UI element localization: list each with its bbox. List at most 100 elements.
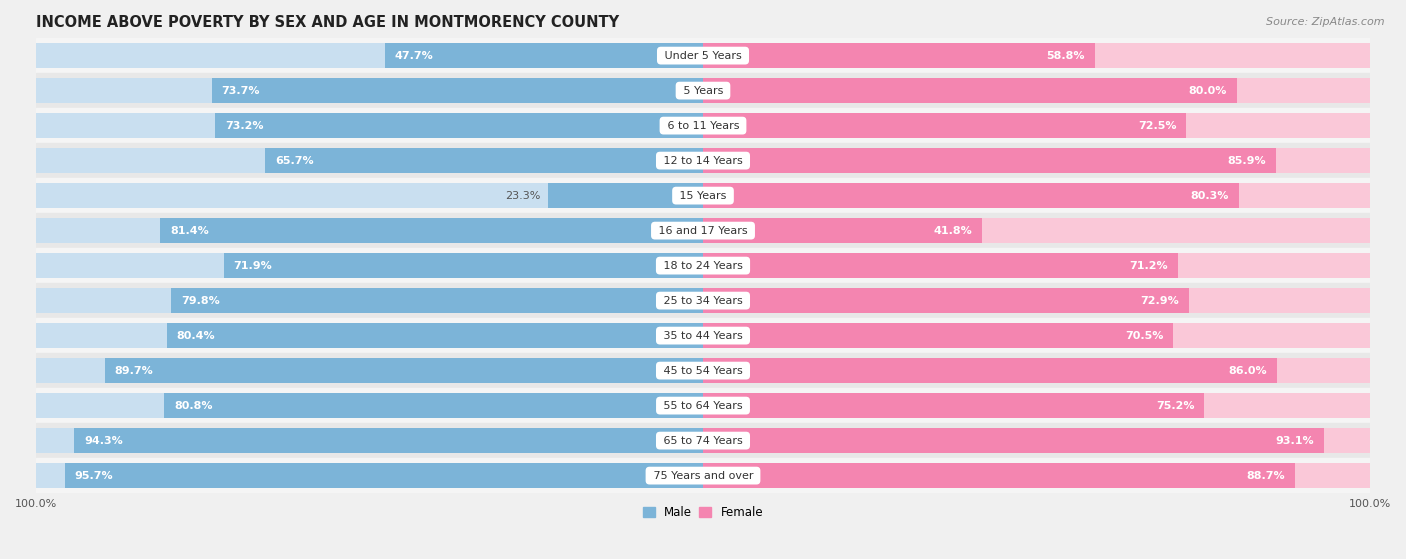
Bar <box>37 213 1369 248</box>
Text: 80.8%: 80.8% <box>174 401 212 411</box>
Bar <box>211 78 703 103</box>
Text: 75 Years and over: 75 Years and over <box>650 471 756 481</box>
Bar <box>703 43 1095 68</box>
Bar <box>703 463 1369 488</box>
Bar <box>703 393 1369 418</box>
Bar <box>703 393 1205 418</box>
Bar <box>703 323 1369 348</box>
Bar <box>37 283 1369 318</box>
Bar <box>37 183 703 208</box>
Bar <box>75 428 703 453</box>
Bar <box>37 428 703 453</box>
Bar <box>172 288 703 313</box>
Legend: Male, Female: Male, Female <box>638 501 768 524</box>
Text: 93.1%: 93.1% <box>1275 435 1313 446</box>
Text: 55 to 64 Years: 55 to 64 Years <box>659 401 747 411</box>
Text: 72.5%: 72.5% <box>1137 121 1177 131</box>
Bar <box>703 148 1369 173</box>
Bar <box>703 218 1369 243</box>
Text: 41.8%: 41.8% <box>934 226 972 235</box>
Bar <box>37 423 1369 458</box>
Bar <box>703 358 1277 383</box>
Text: Under 5 Years: Under 5 Years <box>661 51 745 60</box>
Text: INCOME ABOVE POVERTY BY SEX AND AGE IN MONTMORENCY COUNTY: INCOME ABOVE POVERTY BY SEX AND AGE IN M… <box>37 15 619 30</box>
Text: 12 to 14 Years: 12 to 14 Years <box>659 155 747 165</box>
Bar <box>37 253 703 278</box>
Text: 72.9%: 72.9% <box>1140 296 1180 306</box>
Text: 6 to 11 Years: 6 to 11 Years <box>664 121 742 131</box>
Text: 23.3%: 23.3% <box>506 191 541 201</box>
Bar <box>37 288 703 313</box>
Text: 47.7%: 47.7% <box>395 51 433 60</box>
Bar <box>37 458 1369 493</box>
Bar <box>37 178 1369 213</box>
Bar <box>160 218 703 243</box>
Bar <box>703 148 1275 173</box>
Text: 95.7%: 95.7% <box>75 471 114 481</box>
Text: 79.8%: 79.8% <box>181 296 219 306</box>
Bar <box>385 43 703 68</box>
Text: 45 to 54 Years: 45 to 54 Years <box>659 366 747 376</box>
Text: 86.0%: 86.0% <box>1227 366 1267 376</box>
Bar <box>105 358 703 383</box>
Text: 70.5%: 70.5% <box>1125 330 1163 340</box>
Bar <box>703 253 1178 278</box>
Bar <box>37 148 703 173</box>
Text: 35 to 44 Years: 35 to 44 Years <box>659 330 747 340</box>
Bar <box>37 248 1369 283</box>
Bar <box>37 358 703 383</box>
Bar <box>37 113 703 138</box>
Bar <box>703 218 981 243</box>
Bar <box>224 253 703 278</box>
Bar <box>703 78 1369 103</box>
Bar <box>37 43 703 68</box>
Text: 71.9%: 71.9% <box>233 260 273 271</box>
Text: 58.8%: 58.8% <box>1046 51 1085 60</box>
Bar <box>703 323 1173 348</box>
Text: 88.7%: 88.7% <box>1246 471 1285 481</box>
Bar <box>264 148 703 173</box>
Text: 73.2%: 73.2% <box>225 121 263 131</box>
Bar <box>703 113 1187 138</box>
Bar <box>37 393 703 418</box>
Text: 80.3%: 80.3% <box>1189 191 1229 201</box>
Bar <box>703 183 1239 208</box>
Text: 85.9%: 85.9% <box>1227 155 1265 165</box>
Bar <box>703 288 1369 313</box>
Bar <box>703 113 1369 138</box>
Bar <box>37 318 1369 353</box>
Bar <box>37 143 1369 178</box>
Bar <box>37 78 703 103</box>
Bar <box>703 358 1369 383</box>
Bar <box>167 323 703 348</box>
Bar <box>703 463 1295 488</box>
Bar <box>703 288 1189 313</box>
Bar <box>37 73 1369 108</box>
Text: 80.4%: 80.4% <box>177 330 215 340</box>
Bar <box>37 353 1369 388</box>
Bar <box>215 113 703 138</box>
Text: 75.2%: 75.2% <box>1156 401 1195 411</box>
Text: 94.3%: 94.3% <box>84 435 122 446</box>
Text: 5 Years: 5 Years <box>679 86 727 96</box>
Text: 16 and 17 Years: 16 and 17 Years <box>655 226 751 235</box>
Bar <box>703 253 1369 278</box>
Text: 25 to 34 Years: 25 to 34 Years <box>659 296 747 306</box>
Bar <box>37 38 1369 73</box>
Text: 65 to 74 Years: 65 to 74 Years <box>659 435 747 446</box>
Bar <box>165 393 703 418</box>
Text: 80.0%: 80.0% <box>1188 86 1226 96</box>
Text: 18 to 24 Years: 18 to 24 Years <box>659 260 747 271</box>
Bar <box>703 43 1369 68</box>
Bar <box>65 463 703 488</box>
Bar <box>37 388 1369 423</box>
Bar <box>547 183 703 208</box>
Bar <box>703 78 1236 103</box>
Text: 73.7%: 73.7% <box>222 86 260 96</box>
Bar <box>703 428 1324 453</box>
Text: 65.7%: 65.7% <box>274 155 314 165</box>
Bar <box>37 108 1369 143</box>
Bar <box>37 323 703 348</box>
Text: 15 Years: 15 Years <box>676 191 730 201</box>
Bar <box>703 183 1369 208</box>
